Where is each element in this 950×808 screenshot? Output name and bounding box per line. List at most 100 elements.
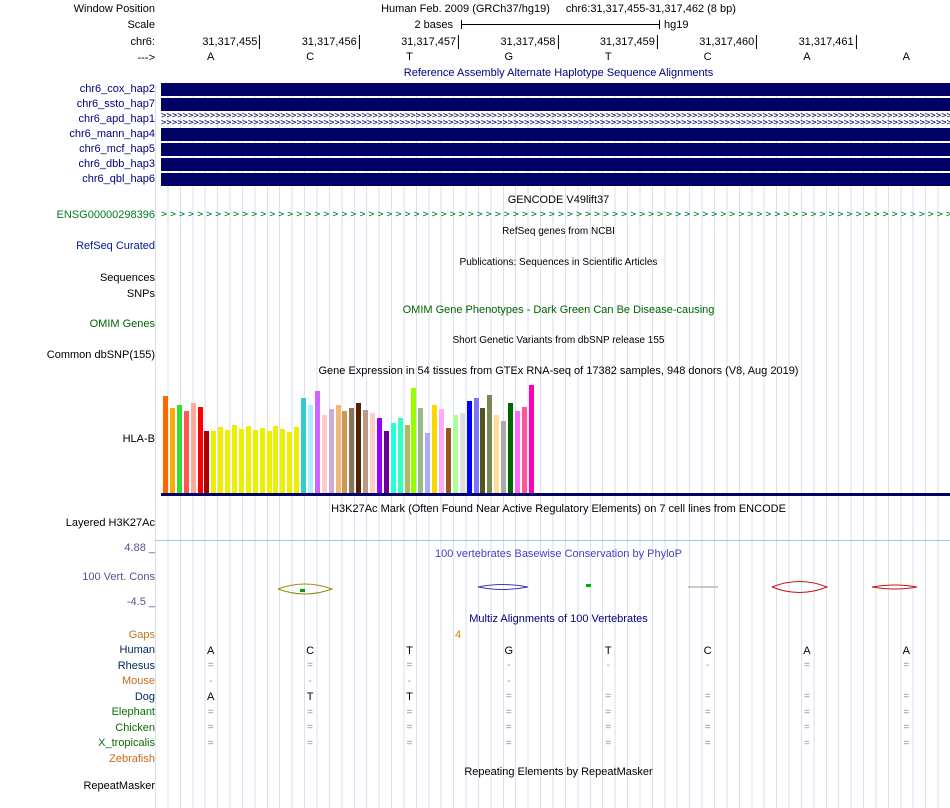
gtex-bar[interactable]	[411, 388, 417, 493]
gtex-bar[interactable]	[287, 432, 293, 493]
gtex-bar[interactable]	[501, 421, 507, 493]
gtex-bar[interactable]	[218, 427, 224, 493]
haplotype-track-chr6_mcf_hap5[interactable]: chr6_mcf_hap5	[0, 142, 950, 157]
gtex-bar[interactable]	[521, 407, 527, 493]
gtex-bar[interactable]	[370, 413, 375, 493]
multiz-row-zebrafish[interactable]: Zebrafish	[0, 751, 950, 767]
haplotype-label[interactable]: chr6_ssto_hap7	[76, 98, 155, 110]
conservation-track-label[interactable]: 100 Vert. Cons	[82, 571, 155, 583]
species-label[interactable]: Dog	[134, 690, 155, 703]
haplotype-track-chr6_ssto_hap7[interactable]: chr6_ssto_hap7	[0, 97, 950, 112]
haplotype-alignment[interactable]	[161, 83, 950, 96]
gtex-bar[interactable]	[452, 415, 458, 493]
gtex-bar[interactable]	[197, 407, 203, 493]
gtex-bar[interactable]	[183, 411, 189, 493]
gtex-bar[interactable]	[328, 409, 334, 493]
gtex-bar[interactable]	[190, 403, 196, 493]
gtex-bar[interactable]	[514, 411, 520, 493]
multiz-gaps-row[interactable]: Gaps 4	[0, 627, 950, 643]
haplotype-track-chr6_apd_hap1[interactable]: chr6_apd_hap1 >>>>>>>>>>>>>>>>>>>>>>>>>>>…	[0, 112, 950, 127]
species-label[interactable]: Chicken	[115, 721, 155, 734]
gtex-bar[interactable]	[508, 403, 513, 493]
gtex-bar[interactable]	[356, 403, 362, 493]
gtex-bar[interactable]	[404, 425, 410, 493]
gtex-bar[interactable]	[245, 426, 251, 493]
gtex-bar[interactable]	[259, 428, 265, 493]
gtex-bar[interactable]	[349, 408, 355, 493]
haplotype-alignment[interactable]	[161, 158, 950, 171]
gtex-bar[interactable]	[335, 405, 341, 493]
gtex-bar[interactable]	[232, 425, 237, 493]
species-label[interactable]: Rhesus	[117, 659, 155, 672]
gtex-bar[interactable]	[487, 395, 493, 493]
gtex-bar[interactable]	[314, 391, 320, 493]
haplotype-track-chr6_cox_hap2[interactable]: chr6_cox_hap2	[0, 82, 950, 97]
gtex-bar[interactable]	[169, 408, 175, 493]
gencode-gene-line[interactable]: >>>>>>>>>>>>>>>>>>>>>>>>>>>>>>>>>>>>>>>>…	[161, 209, 950, 220]
dbsnp-label[interactable]: Common dbSNP(155)	[46, 348, 155, 361]
haplotype-label[interactable]: chr6_dbb_hap3	[78, 158, 155, 170]
gtex-bar[interactable]	[294, 427, 300, 493]
gtex-bar[interactable]	[432, 405, 438, 493]
gtex-bar[interactable]	[480, 408, 486, 493]
haplotype-label[interactable]: chr6_qbl_hap6	[82, 173, 155, 185]
gtex-bar[interactable]	[425, 433, 431, 493]
multiz-row-rhesus[interactable]: Rhesus = = = - - - = =	[0, 658, 950, 674]
gtex-bar[interactable]	[397, 418, 403, 493]
omim-genes-label[interactable]: OMIM Genes	[89, 317, 155, 330]
haplotype-track-chr6_mann_hap4[interactable]: chr6_mann_hap4	[0, 127, 950, 142]
repeatmasker-label[interactable]: RepeatMasker	[83, 779, 155, 792]
haplotype-alignment[interactable]: >>>>>>>>>>>>>>>>>>>>>>>>>>>>>>>>>>>>>>>>…	[161, 113, 950, 126]
gtex-bar[interactable]	[301, 398, 306, 493]
gtex-bar[interactable]	[266, 431, 272, 493]
gtex-bar[interactable]	[238, 429, 244, 493]
gtex-bar[interactable]	[466, 401, 472, 493]
gtex-gene-label[interactable]: HLA-B	[122, 432, 155, 445]
species-label[interactable]: Mouse	[121, 675, 155, 688]
multiz-row-human[interactable]: Human A C T G T C A A	[0, 643, 950, 659]
gtex-bar[interactable]	[280, 429, 286, 493]
haplotype-label[interactable]: chr6_mcf_hap5	[79, 143, 155, 155]
gtex-bar[interactable]	[439, 409, 444, 493]
gtex-bar[interactable]	[528, 385, 534, 493]
species-label[interactable]: X_tropicalis	[98, 737, 155, 750]
gtex-bar[interactable]	[225, 430, 231, 493]
gtex-bar[interactable]	[383, 431, 389, 493]
conservation-plot[interactable]	[155, 578, 950, 600]
gtex-chart[interactable]	[161, 381, 950, 496]
haplotype-label[interactable]: chr6_cox_hap2	[79, 83, 155, 95]
gtex-bar[interactable]	[445, 428, 451, 493]
gtex-bar[interactable]	[204, 431, 210, 493]
gtex-bar[interactable]	[459, 413, 465, 493]
species-label[interactable]: Zebrafish	[109, 752, 155, 765]
species-label[interactable]: Human	[119, 644, 155, 657]
multiz-row-dog[interactable]: Dog A T T = = = = =	[0, 689, 950, 705]
gaps-label[interactable]: Gaps	[128, 628, 155, 641]
gtex-bar[interactable]	[211, 431, 217, 493]
gtex-bar[interactable]	[473, 398, 479, 493]
haplotype-track-chr6_qbl_hap6[interactable]: chr6_qbl_hap6	[0, 172, 950, 187]
haplotype-alignment[interactable]	[161, 98, 950, 111]
haplotype-label[interactable]: chr6_mann_hap4	[69, 128, 155, 140]
gtex-bar[interactable]	[363, 410, 369, 493]
multiz-row-x_tropicalis[interactable]: X_tropicalis = = = = = = = =	[0, 736, 950, 752]
haplotype-alignment[interactable]	[161, 128, 950, 141]
multiz-row-chicken[interactable]: Chicken = = = = = = = =	[0, 720, 950, 736]
haplotype-alignment[interactable]	[161, 173, 950, 186]
gtex-bar[interactable]	[273, 426, 279, 493]
refseq-curated-label[interactable]: RefSeq Curated	[76, 239, 155, 252]
gtex-bar[interactable]	[163, 396, 168, 493]
gtex-bar[interactable]	[418, 408, 424, 493]
gencode-gene-label[interactable]: ENSG00000298396	[56, 209, 155, 221]
gtex-bar[interactable]	[342, 411, 348, 493]
gtex-bar[interactable]	[376, 418, 382, 493]
gtex-bar[interactable]	[321, 415, 327, 493]
sequences-label[interactable]: Sequences	[99, 271, 155, 284]
gtex-bar[interactable]	[252, 430, 258, 493]
multiz-row-elephant[interactable]: Elephant = = = = = = = =	[0, 705, 950, 721]
position-ruler[interactable]: 31,317,455 31,317,456 31,317,457 31,317,458…	[161, 34, 950, 50]
gtex-bar[interactable]	[390, 423, 396, 493]
haplotype-label[interactable]: chr6_apd_hap1	[78, 113, 155, 125]
haplotype-track-chr6_dbb_hap3[interactable]: chr6_dbb_hap3	[0, 157, 950, 172]
